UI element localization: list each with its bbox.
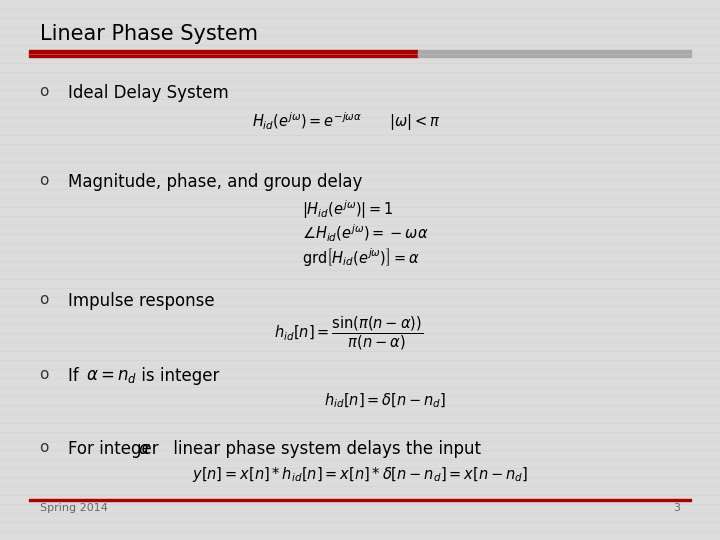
Text: Magnitude, phase, and group delay: Magnitude, phase, and group delay <box>68 173 363 191</box>
Text: $|H_{id}(e^{j\omega})| = 1$: $|H_{id}(e^{j\omega})| = 1$ <box>302 199 394 221</box>
Text: Ideal Delay System: Ideal Delay System <box>68 84 229 102</box>
Text: o: o <box>40 367 49 382</box>
Text: For integer: For integer <box>68 440 164 458</box>
Text: $y[n] = x[n]*h_{id}[n] = x[n]*\delta[n-n_d] = x[n-n_d]$: $y[n] = x[n]*h_{id}[n] = x[n]*\delta[n-n… <box>192 465 528 484</box>
Text: $\alpha$: $\alpha$ <box>138 440 150 458</box>
Text: is integer: is integer <box>136 367 220 385</box>
Text: linear phase system delays the input: linear phase system delays the input <box>168 440 481 458</box>
Text: $H_{id}(e^{j\omega})= e^{-j\omega\alpha} \qquad |\omega| < \pi$: $H_{id}(e^{j\omega})= e^{-j\omega\alpha}… <box>252 111 440 133</box>
Text: o: o <box>40 173 49 188</box>
Text: Linear Phase System: Linear Phase System <box>40 24 258 44</box>
Text: o: o <box>40 84 49 99</box>
Text: $h_{id}[n] = \delta[n - n_d]$: $h_{id}[n] = \delta[n - n_d]$ <box>324 392 446 410</box>
Text: o: o <box>40 292 49 307</box>
Bar <box>418 50 691 57</box>
Text: $\angle H_{id}(e^{j\omega}) = -\omega\alpha$: $\angle H_{id}(e^{j\omega}) = -\omega\al… <box>302 222 429 244</box>
Text: Impulse response: Impulse response <box>68 292 215 309</box>
Bar <box>29 499 691 501</box>
Text: $h_{id}[n] = \dfrac{\sin(\pi(n-\alpha))}{\pi(n-\alpha)}$: $h_{id}[n] = \dfrac{\sin(\pi(n-\alpha))}… <box>274 314 423 352</box>
Bar <box>29 50 418 57</box>
Text: Spring 2014: Spring 2014 <box>40 503 107 514</box>
Text: 3: 3 <box>673 503 680 514</box>
Text: $\mathrm{grd}\left[H_{id}(e^{j\omega})\right] = \alpha$: $\mathrm{grd}\left[H_{id}(e^{j\omega})\r… <box>302 246 420 268</box>
Text: o: o <box>40 440 49 455</box>
Text: If: If <box>68 367 84 385</box>
Text: $\alpha=n_d$: $\alpha=n_d$ <box>86 367 137 385</box>
